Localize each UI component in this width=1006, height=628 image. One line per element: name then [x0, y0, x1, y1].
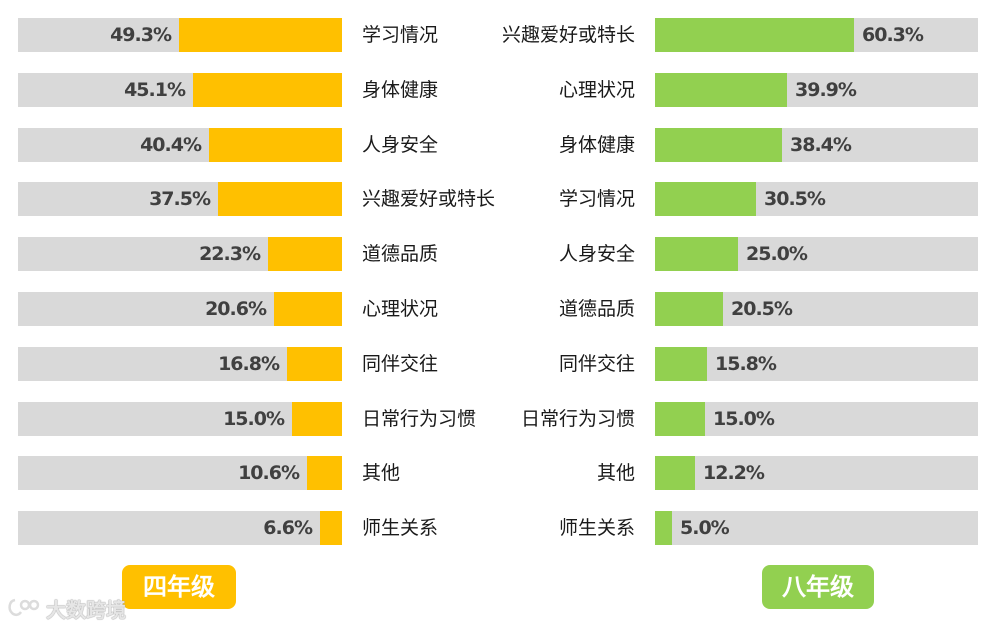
grade4-bar: [218, 182, 342, 216]
grade4-category-label: 人身安全: [362, 134, 439, 156]
grade8-bar: [655, 292, 723, 326]
grade4-bar: [268, 237, 342, 271]
grade8-bar-track: 12.2%: [655, 456, 978, 490]
grade4-category-label: 同伴交往: [362, 353, 439, 375]
grade8-category-label: 兴趣爱好或特长: [501, 24, 635, 46]
grade8-bar: [655, 182, 756, 216]
grade4-badge: 四年级: [122, 565, 236, 609]
grade8-category-label: 其他: [596, 462, 635, 484]
grade4-bar: [274, 292, 342, 326]
grade8-bar: [655, 128, 782, 162]
grade8-value-label: 60.3%: [862, 24, 924, 46]
grade4-value-label: 40.4%: [140, 134, 202, 156]
grade8-category-label: 师生关系: [558, 517, 635, 539]
grade4-bar-track: 16.8%: [18, 347, 342, 381]
grade4-category-label: 身体健康: [362, 79, 439, 101]
grade8-bar-track: 20.5%: [655, 292, 978, 326]
grade8-value-label: 38.4%: [790, 134, 852, 156]
grade8-category-label: 道德品质: [558, 298, 635, 320]
grade4-bar-track: 22.3%: [18, 237, 342, 271]
grade8-bar: [655, 73, 787, 107]
grade4-category-label: 学习情况: [362, 24, 439, 46]
grade4-category-label: 其他: [362, 462, 401, 484]
grade4-bar: [307, 456, 342, 490]
grade4-bar-track: 45.1%: [18, 73, 342, 107]
grade8-bar: [655, 456, 695, 490]
grade4-bar-track: 20.6%: [18, 292, 342, 326]
grade4-bar-track: 6.6%: [18, 511, 342, 545]
grade4-category-label: 兴趣爱好或特长: [362, 188, 496, 210]
grade8-category-label: 日常行为习惯: [520, 408, 635, 430]
watermark: 大数跨境: [6, 594, 126, 622]
grade4-bar: [193, 73, 342, 107]
grade8-value-label: 39.9%: [795, 79, 857, 101]
grade8-category-label: 身体健康: [558, 134, 635, 156]
grade4-bar: [320, 511, 342, 545]
grade4-value-label: 15.0%: [223, 408, 285, 430]
grade4-bar-track: 10.6%: [18, 456, 342, 490]
grade4-value-label: 10.6%: [238, 462, 300, 484]
watermark-text: 大数跨境: [46, 597, 126, 622]
grade4-bar-track: 37.5%: [18, 182, 342, 216]
grade8-bar-track: 5.0%: [655, 511, 978, 545]
grade8-value-label: 20.5%: [731, 298, 793, 320]
grade4-bar: [179, 18, 342, 52]
grade8-bar: [655, 402, 705, 436]
grade4-value-label: 16.8%: [218, 353, 280, 375]
grade8-bar-track: 39.9%: [655, 73, 978, 107]
grade8-bar-track: 38.4%: [655, 128, 978, 162]
grade8-bar-track: 60.3%: [655, 18, 978, 52]
grade8-bar-track: 15.8%: [655, 347, 978, 381]
grade4-value-label: 20.6%: [205, 298, 267, 320]
grade8-bar-track: 30.5%: [655, 182, 978, 216]
grade8-value-label: 15.0%: [713, 408, 775, 430]
grade8-bar: [655, 18, 854, 52]
grade8-category-label: 心理状况: [558, 79, 635, 101]
grade4-bar-track: 15.0%: [18, 402, 342, 436]
grade4-value-label: 45.1%: [124, 79, 186, 101]
grade8-bar: [655, 347, 707, 381]
grade8-category-label: 同伴交往: [558, 353, 635, 375]
grade8-bar-track: 25.0%: [655, 237, 978, 271]
grade4-value-label: 22.3%: [199, 243, 261, 265]
grade8-value-label: 5.0%: [680, 517, 730, 539]
grade8-value-label: 12.2%: [703, 462, 765, 484]
grade8-badge: 八年级: [762, 565, 874, 609]
grade8-bar: [655, 511, 672, 545]
grade8-category-label: 学习情况: [558, 188, 635, 210]
grade4-value-label: 49.3%: [110, 24, 172, 46]
grade4-category-label: 日常行为习惯: [362, 408, 477, 430]
grade4-category-label: 心理状况: [362, 298, 439, 320]
grade4-bar: [209, 128, 342, 162]
grade4-category-label: 师生关系: [362, 517, 439, 539]
grade8-value-label: 15.8%: [715, 353, 777, 375]
grade4-bar-track: 49.3%: [18, 18, 342, 52]
grade8-bar-track: 15.0%: [655, 402, 978, 436]
grade4-value-label: 6.6%: [263, 517, 313, 539]
grade4-bar-track: 40.4%: [18, 128, 342, 162]
grade4-value-label: 37.5%: [149, 188, 211, 210]
grade8-value-label: 25.0%: [746, 243, 808, 265]
grade4-bar: [292, 402, 342, 436]
grade8-category-label: 人身安全: [558, 243, 635, 265]
grade4-bar: [287, 347, 342, 381]
grade8-bar: [655, 237, 738, 271]
grade8-value-label: 30.5%: [764, 188, 826, 210]
dashuju-logo-icon: [8, 598, 40, 617]
grade4-category-label: 道德品质: [362, 243, 439, 265]
